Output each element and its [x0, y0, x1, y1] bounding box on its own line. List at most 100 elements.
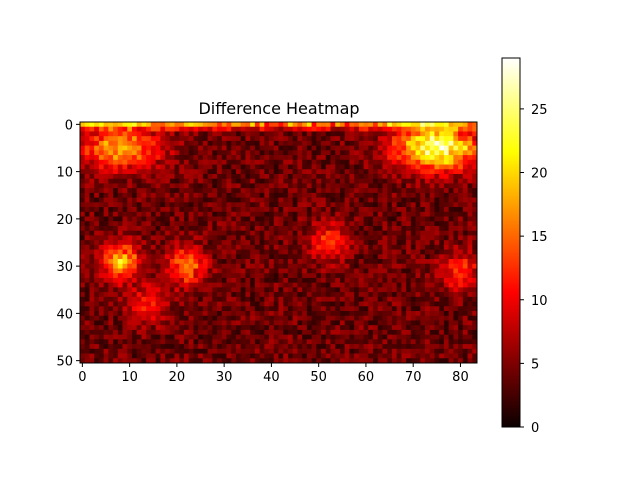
heatmap-cell: [122, 155, 128, 161]
heatmap-cell: [443, 197, 450, 203]
heatmap-cell: [221, 301, 227, 307]
heatmap-cell: [89, 306, 95, 312]
heatmap-cell: [401, 287, 407, 293]
heatmap-cell: [80, 140, 86, 147]
heatmap-cell: [448, 202, 454, 208]
heatmap-cell: [217, 273, 223, 279]
heatmap-cell: [410, 249, 416, 255]
heatmap-cell: [80, 230, 86, 236]
heatmap-cell: [94, 315, 100, 321]
heatmap-cell: [207, 240, 213, 246]
heatmap-cell: [250, 197, 256, 203]
heatmap-cell: [406, 329, 412, 336]
heatmap-cell: [226, 277, 232, 284]
heatmap-cell: [188, 254, 194, 260]
heatmap-cell: [410, 225, 416, 232]
heatmap-cell: [198, 348, 204, 354]
heatmap-cell: [302, 131, 308, 137]
heatmap-cell: [94, 192, 100, 199]
heatmap-cell: [231, 325, 237, 331]
heatmap-cell: [131, 131, 138, 137]
heatmap-cell: [212, 173, 218, 180]
heatmap-cell: [420, 358, 426, 364]
heatmap-cell: [344, 178, 350, 184]
heatmap-cell: [363, 183, 369, 189]
heatmap-cell: [188, 358, 194, 364]
heatmap-cell: [458, 126, 464, 132]
heatmap-cell: [420, 287, 426, 293]
heatmap-cell: [287, 325, 294, 331]
heatmap-cell: [103, 235, 109, 241]
heatmap-cell: [358, 315, 364, 321]
heatmap-cell: [339, 249, 346, 255]
heatmap-cell: [448, 221, 454, 227]
heatmap-cell: [467, 136, 473, 142]
heatmap-cell: [174, 131, 180, 137]
heatmap-cell: [89, 329, 95, 336]
heatmap-cell: [108, 183, 114, 189]
heatmap-cell: [401, 169, 407, 175]
heatmap-cell: [141, 188, 147, 194]
heatmap-cell: [429, 320, 435, 326]
heatmap-cell: [368, 230, 374, 236]
heatmap-cell: [401, 344, 407, 350]
heatmap-cell: [420, 254, 426, 260]
heatmap-cell: [188, 329, 194, 336]
heatmap-cell: [141, 334, 147, 340]
heatmap-cell: [250, 320, 256, 326]
heatmap-cell: [368, 216, 374, 222]
heatmap-cell: [434, 159, 440, 165]
heatmap-cell: [401, 282, 407, 288]
heatmap-cell: [396, 188, 402, 194]
heatmap-cell: [240, 273, 246, 279]
heatmap-cell: [150, 145, 157, 151]
heatmap-cell: [221, 282, 227, 288]
heatmap-cell: [292, 273, 298, 279]
heatmap-cell: [202, 315, 209, 321]
heatmap-cell: [108, 329, 114, 336]
heatmap-cell: [297, 164, 303, 170]
heatmap-cell: [387, 197, 393, 203]
heatmap-cell: [217, 263, 223, 269]
heatmap-cell: [467, 292, 473, 298]
heatmap-cell: [183, 282, 190, 288]
heatmap-cell: [292, 353, 298, 359]
heatmap-cell: [98, 268, 105, 274]
heatmap-cell: [155, 315, 161, 321]
heatmap-cell: [245, 259, 251, 265]
heatmap-cell: [188, 259, 194, 265]
heatmap-cell: [198, 325, 204, 331]
heatmap-cell: [321, 192, 327, 199]
heatmap-cell: [207, 211, 213, 217]
heatmap-cell: [226, 329, 232, 336]
heatmap-cell: [382, 263, 388, 269]
heatmap-cell: [136, 164, 142, 170]
heatmap-cell: [448, 126, 454, 132]
heatmap-cell: [146, 197, 152, 203]
heatmap-cell: [434, 178, 440, 184]
heatmap-cell: [373, 225, 379, 232]
heatmap-cell: [183, 315, 190, 321]
heatmap-cell: [198, 221, 204, 227]
heatmap-cell: [198, 334, 204, 340]
heatmap-cell: [406, 173, 412, 180]
heatmap-cell: [84, 339, 90, 345]
heatmap-cell: [321, 263, 327, 269]
heatmap-cell: [467, 311, 473, 317]
heatmap-cell: [117, 183, 123, 189]
heatmap-cell: [448, 235, 454, 241]
heatmap-cell: [321, 277, 327, 284]
heatmap-cell: [396, 202, 402, 208]
heatmap-cell: [316, 240, 322, 246]
heatmap-cell: [363, 358, 369, 364]
heatmap-cell: [406, 311, 412, 317]
heatmap-cell: [188, 325, 194, 331]
heatmap-cell: [179, 244, 185, 250]
heatmap-cell: [311, 221, 317, 227]
heatmap-cell: [212, 249, 218, 255]
heatmap-cell: [193, 325, 199, 331]
heatmap-cell: [150, 301, 157, 307]
heatmap-cell: [240, 169, 246, 175]
heatmap-cell: [415, 216, 421, 222]
heatmap-cell: [373, 202, 379, 208]
